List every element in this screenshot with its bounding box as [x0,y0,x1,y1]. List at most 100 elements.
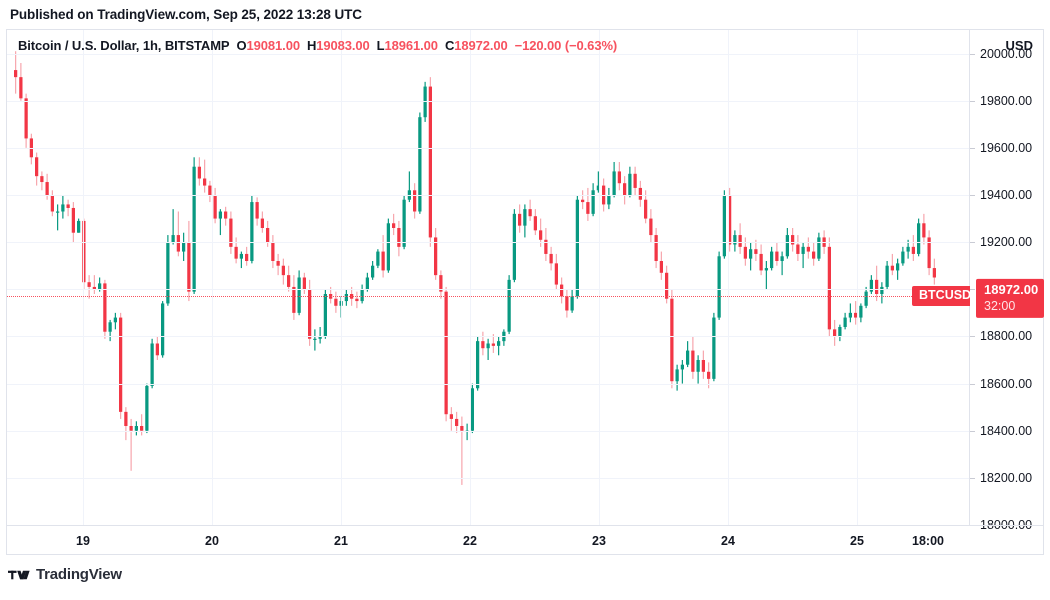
candle-body [791,235,795,245]
candle-body [413,190,417,212]
candle-body [591,190,595,214]
candle-body [434,237,438,276]
gridline-horizontal [7,195,970,196]
candle-body [129,426,133,431]
legend-high-value: 19083.00 [316,38,370,53]
candle-body [554,263,558,285]
candle-body [497,341,501,346]
candle-body [544,239,548,254]
time-scale[interactable]: 19 20 21 22 23 24 25 18:00 [7,525,1043,554]
gridline-horizontal [7,53,970,55]
price-tick-mark [970,195,975,196]
candle-body [250,202,254,261]
time-tick-label: 22 [463,534,477,548]
candle-body [507,279,511,332]
price-tick-mark [970,147,975,149]
legend-close-value: 18972.00 [454,38,508,53]
gridline-horizontal [7,430,970,432]
candle-body [817,237,821,259]
candle-body [743,246,747,259]
candle-body [575,199,579,297]
candle-body [896,263,900,271]
candle-body [455,418,459,426]
candle-body [843,317,847,327]
candle-body [691,350,695,372]
candle-body [182,242,186,252]
candle-body [922,223,926,238]
candle-body [696,360,700,372]
candle-body [518,213,522,226]
last-price-badge[interactable]: 18972.00 32:00 [976,278,1045,318]
candle-body [40,176,44,183]
candle-body [197,166,201,179]
gridline-vertical [470,30,471,525]
legend-low-label: L [376,38,385,53]
candle-body [56,211,60,213]
gridline-vertical [599,30,600,525]
candle-body [859,305,863,318]
time-tick-label: 20 [205,534,219,548]
candle-body [801,246,805,254]
candle-body [759,253,763,271]
price-tick-mark [970,477,975,479]
gridline-vertical [83,30,84,525]
candle-body [780,256,784,261]
candle-body [444,291,448,415]
candle-body [386,223,390,271]
candle-body [486,343,490,349]
candle-wick [88,275,90,299]
candle-body [460,426,464,431]
candle-body [281,265,285,276]
candle-body [911,246,915,254]
candle-body [271,242,275,261]
candle-body [302,277,306,290]
candle-body [260,218,264,228]
candle-body [764,268,768,271]
candle-body [728,195,732,245]
gridline-vertical [341,30,342,525]
gridline-horizontal [7,147,970,149]
candle-body [481,341,485,349]
candle-body [528,209,532,217]
candle-wick [219,209,221,236]
candle-body [318,336,322,339]
candle-body [917,223,921,254]
gridline-horizontal [7,383,970,385]
candle-body [869,279,873,292]
candle-wick [408,171,410,203]
candlestick-series [14,51,936,485]
candle-body [323,294,327,337]
series-tag-btcusd[interactable]: BTCUSD [912,285,970,306]
candle-body [838,327,842,337]
time-tick-label: 18:00 [912,534,944,548]
candle-body [806,246,810,252]
candle-body [155,343,159,356]
candle-body [738,235,742,247]
candle-body [733,235,737,245]
candle-wick [802,242,804,269]
candle-body [92,286,96,290]
time-tick-label: 23 [592,534,606,548]
candle-body [523,209,527,226]
candle-wick [498,336,500,356]
plot-area[interactable]: BTCUSD [7,30,970,525]
price-tick-label: 19800.00 [980,93,1033,108]
price-scale[interactable]: 20000.00 19800.00 19600.00 19400.00 19200.00… [969,30,1045,532]
candle-body [570,296,574,311]
candle-body [533,216,537,231]
chart-legend[interactable]: Bitcoin / U.S. Dollar, 1h, BITSTAMP O1908… [18,38,617,53]
candle-body [161,303,165,356]
candle-body [355,298,359,302]
gridline-horizontal [7,242,970,244]
candle-body [24,98,28,139]
candle-body [885,265,889,287]
candle-body [596,185,600,191]
candle-body [549,253,553,264]
candle-body [796,244,800,254]
legend-open-value: 19081.00 [246,38,301,53]
gridline-vertical [857,30,858,525]
time-tick-label: 25 [850,534,864,548]
candle-body [245,253,249,261]
candle-body [371,265,375,278]
last-price-line [7,295,970,297]
